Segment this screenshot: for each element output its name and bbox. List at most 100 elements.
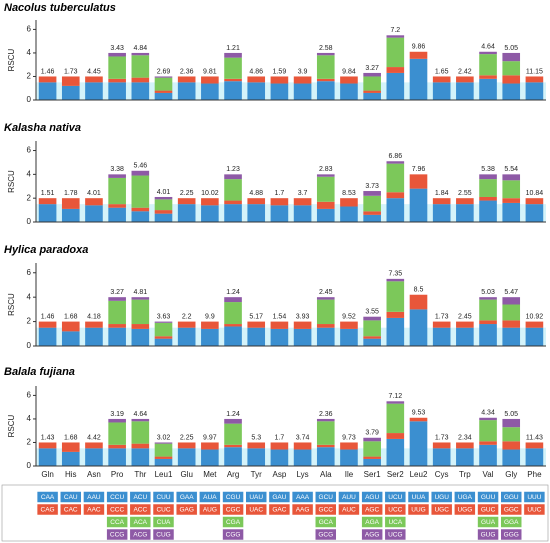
bar-segment — [502, 297, 521, 305]
bar-segment — [502, 418, 521, 428]
codon-label: CGA — [226, 519, 241, 526]
bar-label: 9.53 — [412, 410, 426, 417]
x-tick-label: Thr — [134, 470, 146, 479]
bar-segment — [363, 336, 381, 339]
bar-label: 9.52 — [342, 313, 356, 320]
bar-segment — [224, 57, 242, 79]
bar-segment — [340, 76, 358, 84]
bar-segment — [247, 442, 266, 449]
bar-label: 9.86 — [412, 44, 426, 51]
codon-label: GCG — [318, 532, 333, 539]
bar-segment — [154, 90, 173, 93]
bar-segment — [293, 205, 312, 222]
bar-segment — [154, 336, 173, 339]
bar-segment — [38, 442, 57, 449]
bar-segment — [247, 76, 266, 83]
codon-cell — [222, 491, 244, 503]
bar-segment — [409, 309, 428, 346]
codon-label: UGU — [434, 494, 449, 501]
x-tick-label: Ile — [345, 470, 354, 479]
bar-label: 5.3 — [251, 434, 261, 441]
bar-segment — [316, 208, 335, 222]
bar-segment — [108, 422, 126, 445]
bar-segment — [340, 206, 358, 222]
bar-segment — [340, 83, 358, 100]
bar-segment — [154, 458, 173, 466]
bar-segment — [363, 211, 381, 215]
bar-label: 3.74 — [296, 434, 310, 441]
bar-segment — [456, 82, 474, 100]
x-tick-label: Trp — [459, 470, 471, 479]
bar-segment — [502, 441, 521, 450]
bar-segment — [386, 401, 405, 404]
y-tick-label: 2 — [27, 438, 32, 447]
bar-segment — [363, 316, 381, 321]
codon-cell — [315, 491, 337, 503]
bar-segment — [479, 179, 497, 197]
codon-cell — [500, 528, 522, 541]
bar-segment — [409, 294, 428, 310]
bar-segment — [224, 418, 242, 424]
bar-segment — [293, 328, 312, 346]
bar-label: 8.5 — [414, 287, 424, 294]
bar-segment — [131, 175, 150, 208]
bar-label: 4.64 — [134, 411, 148, 418]
bar-label: 3.79 — [365, 430, 379, 437]
codon-cell — [129, 491, 152, 503]
bar-segment — [224, 447, 242, 466]
bar-segment — [363, 320, 381, 337]
bar-segment — [340, 198, 358, 207]
bar-label: 4.88 — [249, 190, 263, 197]
codon-cell — [152, 516, 175, 528]
bar-segment — [177, 204, 196, 222]
codon-label: AGU — [365, 494, 379, 501]
codon-cell — [384, 503, 407, 516]
bar-label: 2.83 — [319, 166, 333, 173]
bar-segment — [270, 205, 289, 222]
codon-label: CCU — [110, 494, 124, 501]
codon-label: UUG — [411, 507, 425, 514]
bar-segment — [108, 327, 126, 346]
bar-segment — [316, 324, 335, 328]
bar-label: 1.73 — [435, 313, 449, 320]
bar-label: 2.69 — [157, 68, 171, 75]
codon-label: UUC — [527, 507, 541, 514]
bar-segment — [38, 204, 57, 222]
codon-cell — [106, 503, 128, 516]
bar-segment — [340, 328, 358, 346]
codon-label: CUG — [156, 532, 170, 539]
bar-label: 4.45 — [87, 68, 101, 75]
bar-segment — [316, 176, 335, 202]
bar-label: 4.84 — [134, 45, 148, 52]
bar-segment — [154, 338, 173, 346]
bar-label: 5.47 — [504, 289, 518, 296]
bar-segment — [479, 75, 497, 79]
codon-cell — [315, 503, 337, 516]
bar-segment — [363, 92, 381, 100]
bar-segment — [386, 192, 405, 199]
x-tick-label: Gly — [505, 470, 517, 479]
codon-label: GUA — [481, 519, 496, 526]
bar-segment — [108, 300, 126, 325]
x-tick-label: Ala — [320, 470, 332, 479]
x-tick-label: Ser2 — [387, 470, 404, 479]
bar-segment — [386, 438, 405, 466]
bar-segment — [386, 403, 405, 434]
bar-segment — [61, 208, 80, 222]
bar-label: 2.55 — [458, 190, 472, 197]
codon-label: GAG — [179, 507, 193, 514]
x-tick-label: Arg — [227, 470, 239, 479]
bar-segment — [247, 327, 266, 346]
bar-segment — [177, 198, 196, 205]
bar-label: 9.81 — [203, 68, 217, 75]
codon-label: CAG — [41, 507, 55, 514]
codon-label: AGC — [365, 507, 379, 514]
bar-segment — [432, 76, 451, 83]
bar-segment — [525, 327, 544, 346]
bar-segment — [409, 188, 428, 222]
bar-segment — [247, 321, 266, 328]
codon-label: CCG — [110, 532, 124, 539]
bar-segment — [224, 324, 242, 327]
codon-label: CAU — [64, 494, 78, 501]
bar-segment — [432, 198, 451, 205]
